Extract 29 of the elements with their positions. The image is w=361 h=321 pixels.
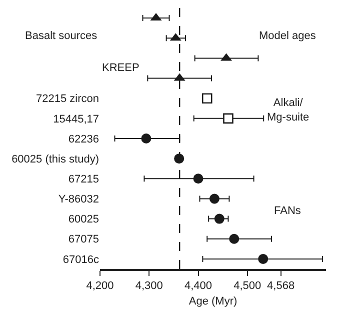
annotation: FANs: [274, 205, 302, 217]
y-tick-label: 67215: [68, 174, 99, 186]
y-tick-label: 15445,17: [53, 113, 99, 126]
x-tick-label: 4,500: [234, 280, 262, 292]
x-tick-label: 4,200: [86, 280, 114, 292]
point: [141, 134, 152, 144]
point: [214, 214, 224, 224]
text: Basalt sources: [25, 30, 98, 42]
point: [174, 154, 184, 164]
y-tick-label: 67016c: [62, 254, 100, 266]
annotation: Alkali/ Mg-suite: [267, 97, 310, 124]
point: [209, 194, 220, 204]
y-tick-label: 60025 (this study): [12, 153, 99, 166]
annotation: KREEP: [102, 62, 140, 74]
y-tick-label: Y-86032: [58, 194, 99, 206]
point: [202, 93, 212, 104]
annotation: Model ages: [259, 30, 316, 42]
point: [223, 113, 234, 124]
x-tick-label: 4,568: [267, 280, 295, 292]
y-tick-label: 67075: [68, 234, 99, 246]
point: [258, 254, 268, 264]
x-tick-label: 4,300: [135, 280, 163, 292]
x-axis-title: Age (Myr): [188, 296, 238, 308]
y-tick-label: 72215 zircon: [36, 93, 99, 106]
y-tick-label: 62236: [68, 133, 99, 146]
point: [193, 174, 204, 184]
point: [229, 234, 240, 244]
x-tick-label: 4,400: [184, 280, 212, 292]
y-tick-label: 60025: [68, 214, 99, 226]
